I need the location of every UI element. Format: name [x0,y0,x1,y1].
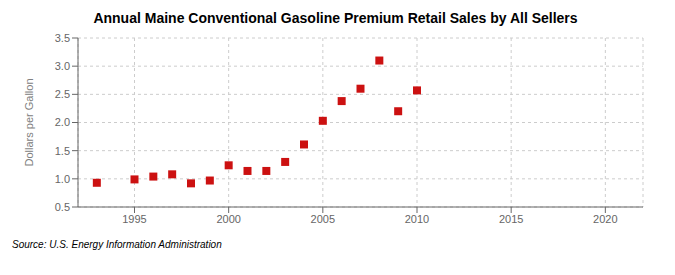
html-text:Annual Maine Conventional Gaso: Annual Maine Conventional Gasoline Premi… [93,10,578,26]
svg-text:2015: 2015 [499,213,523,225]
svg-text:2000: 2000 [216,213,240,225]
svg-text:2.0: 2.0 [55,116,70,128]
svg-text:2005: 2005 [311,213,335,225]
svg-text:3.0: 3.0 [55,60,70,72]
svg-text:1.0: 1.0 [55,173,70,185]
svg-text:Dollars per Gallon: Dollars per Gallon [23,78,35,166]
svg-text:1.5: 1.5 [55,145,70,157]
svg-text:1995: 1995 [122,213,146,225]
svg-text:3.5: 3.5 [55,32,70,44]
html-text:Source: U.S. Energy Informatio: Source: U.S. Energy Information Administ… [12,239,222,250]
svg-text:2010: 2010 [405,213,429,225]
svg-text:0.5: 0.5 [55,201,70,213]
svg-text:2.5: 2.5 [55,88,70,100]
svg-text:2020: 2020 [593,213,617,225]
